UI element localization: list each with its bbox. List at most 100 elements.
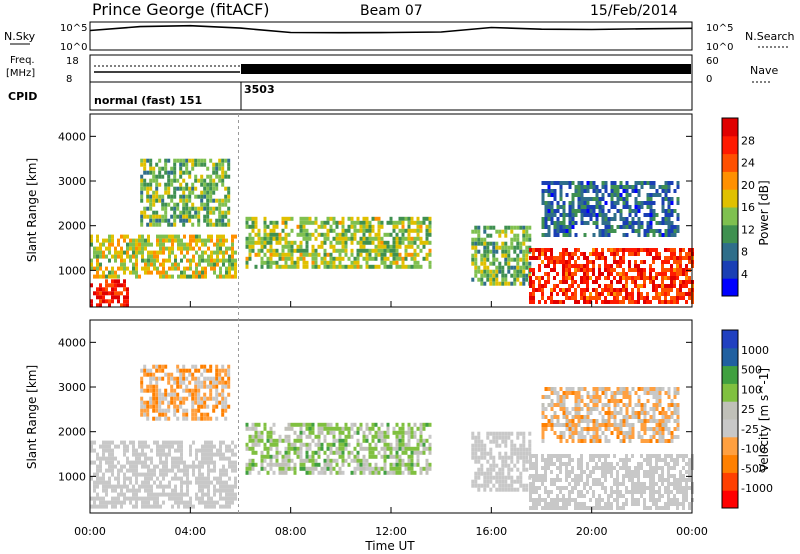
colorbar-tick-label: 12 bbox=[741, 223, 755, 236]
data-cell bbox=[159, 246, 162, 251]
data-cell bbox=[547, 233, 551, 237]
cpid-frame bbox=[89, 81, 693, 111]
data-cell bbox=[607, 300, 610, 304]
data-cell bbox=[329, 426, 333, 431]
data-cell bbox=[198, 480, 201, 485]
data-cell bbox=[398, 252, 402, 257]
data-cell bbox=[207, 492, 210, 497]
data-cell bbox=[628, 264, 631, 268]
data-cell bbox=[287, 462, 291, 467]
data-cell bbox=[658, 423, 662, 427]
data-cell bbox=[216, 246, 219, 251]
data-cell bbox=[670, 403, 674, 407]
data-cell bbox=[96, 496, 99, 501]
data-cell bbox=[622, 217, 626, 221]
data-cell bbox=[622, 494, 625, 498]
data-cell bbox=[161, 206, 165, 211]
data-cell bbox=[182, 158, 186, 163]
data-cell bbox=[528, 245, 532, 250]
data-cell bbox=[562, 205, 566, 209]
data-cell bbox=[165, 468, 168, 473]
data-cell bbox=[149, 178, 153, 183]
data-cell bbox=[401, 450, 405, 455]
data-cell bbox=[135, 262, 138, 267]
data-cell bbox=[132, 262, 135, 267]
data-cell bbox=[652, 431, 656, 435]
data-cell bbox=[658, 252, 661, 256]
data-cell bbox=[670, 233, 674, 237]
data-cell bbox=[186, 274, 189, 279]
data-cell bbox=[535, 458, 538, 462]
data-cell bbox=[516, 265, 520, 270]
data-cell bbox=[649, 482, 652, 486]
data-cell bbox=[290, 240, 294, 245]
data-cell bbox=[305, 458, 309, 463]
data-cell bbox=[186, 266, 189, 271]
data-cell bbox=[221, 158, 225, 163]
data-cell bbox=[670, 474, 673, 478]
data-cell bbox=[311, 458, 315, 463]
nsearch-ytick-bottom: 10^0 bbox=[706, 42, 733, 53]
data-cell bbox=[356, 462, 360, 467]
data-cell bbox=[219, 270, 222, 275]
data-cell bbox=[335, 236, 339, 241]
data-cell bbox=[544, 272, 547, 276]
data-cell bbox=[507, 487, 511, 492]
data-cell bbox=[522, 277, 526, 282]
data-cell bbox=[628, 248, 631, 252]
data-cell bbox=[171, 266, 174, 271]
data-cell bbox=[302, 224, 306, 229]
data-cell bbox=[219, 492, 222, 497]
data-cell bbox=[329, 256, 333, 261]
data-cell bbox=[685, 462, 688, 466]
data-cell bbox=[532, 296, 535, 300]
data-cell bbox=[225, 492, 228, 497]
data-cell bbox=[260, 248, 264, 253]
data-cell bbox=[158, 376, 162, 381]
data-cell bbox=[183, 464, 186, 469]
data-cell bbox=[522, 487, 526, 492]
data-cell bbox=[117, 468, 120, 473]
data-cell bbox=[108, 242, 111, 247]
data-cell bbox=[209, 186, 213, 191]
nsky-panel: N.Sky 10^5 10^0 10^5 10^0 N.Search bbox=[4, 21, 795, 53]
data-cell bbox=[670, 225, 674, 229]
data-cell bbox=[272, 462, 276, 467]
data-cell bbox=[275, 446, 279, 451]
data-cell bbox=[200, 202, 204, 207]
data-cell bbox=[287, 252, 291, 257]
data-cell bbox=[544, 205, 548, 209]
data-cell bbox=[287, 264, 291, 269]
data-cell bbox=[305, 470, 309, 475]
colorbar-swatch bbox=[722, 171, 738, 190]
data-cell bbox=[161, 400, 165, 405]
data-cell bbox=[398, 216, 402, 221]
data-cell bbox=[183, 254, 186, 259]
data-cell bbox=[667, 209, 671, 213]
data-cell bbox=[281, 220, 285, 225]
data-cell bbox=[185, 186, 189, 191]
data-cell bbox=[613, 419, 617, 423]
data-cell bbox=[362, 248, 366, 253]
data-cell bbox=[471, 277, 475, 282]
data-cell bbox=[350, 470, 354, 475]
data-cell bbox=[290, 446, 294, 451]
data-cell bbox=[501, 463, 505, 468]
data-cell bbox=[398, 430, 402, 435]
data-cell bbox=[299, 426, 303, 431]
data-cell bbox=[368, 264, 372, 269]
data-cell bbox=[574, 427, 578, 431]
data-cell bbox=[174, 472, 177, 477]
data-cell bbox=[317, 426, 321, 431]
data-cell bbox=[676, 498, 679, 502]
data-cell bbox=[544, 462, 547, 466]
data-cell bbox=[353, 232, 357, 237]
data-cell bbox=[201, 484, 204, 489]
data-cell bbox=[195, 242, 198, 247]
data-cell bbox=[141, 448, 144, 453]
data-cell bbox=[320, 224, 324, 229]
data-cell bbox=[586, 466, 589, 470]
data-cell bbox=[114, 444, 117, 449]
data-cell bbox=[428, 466, 432, 471]
data-cell bbox=[489, 447, 493, 452]
